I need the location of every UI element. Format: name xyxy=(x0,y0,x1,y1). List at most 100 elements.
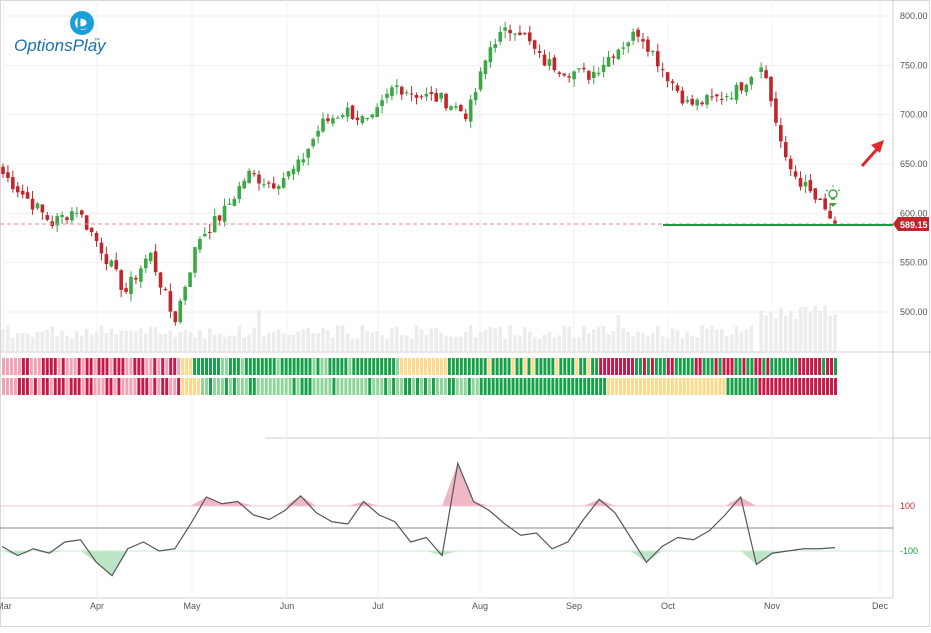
signal-strip-cell xyxy=(435,358,439,375)
signal-strip-cell xyxy=(165,358,169,375)
volume-bar xyxy=(542,334,547,351)
signal-strip-cell xyxy=(634,358,638,375)
volume-bar xyxy=(380,334,384,351)
signal-strip-cell xyxy=(117,378,121,395)
signal-strip-cell xyxy=(145,358,149,375)
signal-strip-cell xyxy=(782,378,786,395)
volume-bar xyxy=(833,314,837,351)
signal-strip-cell xyxy=(121,378,125,395)
volume-bar xyxy=(70,338,74,351)
signal-strip-cell xyxy=(232,378,236,395)
signal-strip-cell xyxy=(61,378,65,395)
signal-strip-cell xyxy=(818,378,822,395)
signal-strip-cell xyxy=(623,358,627,375)
signal-strip-cell xyxy=(304,378,308,395)
volume-bar xyxy=(203,338,207,351)
candle-body xyxy=(788,158,793,170)
candle-body xyxy=(124,288,128,292)
signal-strip-cell xyxy=(157,358,161,375)
signal-strip-cell xyxy=(57,358,61,375)
signal-strip-cell xyxy=(539,358,543,375)
signal-strip-cell xyxy=(563,358,567,375)
candlesticks xyxy=(1,21,837,326)
signal-strip-cell xyxy=(300,378,304,395)
signal-strip-cell xyxy=(29,378,33,395)
candle-body xyxy=(577,68,581,70)
signal-strip-cell xyxy=(762,358,766,375)
candle-body xyxy=(616,49,621,60)
signal-strip-cell xyxy=(551,378,555,395)
signal-strip-cell xyxy=(260,378,264,395)
signal-strip-cell xyxy=(515,358,519,375)
signal-strip-cell xyxy=(89,378,93,395)
volume-bar xyxy=(104,333,109,351)
signal-strip-cell xyxy=(670,358,674,375)
signal-strip-cell xyxy=(153,378,157,395)
signal-strip-cell xyxy=(607,378,611,395)
signal-strip-cell xyxy=(575,358,579,375)
signal-strip-cell xyxy=(754,378,758,395)
candle-body xyxy=(591,71,596,79)
signal-strip-cell xyxy=(511,358,515,375)
volume-bar xyxy=(621,328,626,351)
signal-strip-cell xyxy=(758,378,762,395)
candle-body xyxy=(724,96,729,98)
candle-body xyxy=(252,173,256,175)
signal-strip-cell xyxy=(674,358,678,375)
volume-bar xyxy=(611,331,616,351)
volume-bar xyxy=(483,329,488,351)
signal-strip-cell xyxy=(17,378,21,395)
signal-strip-cell xyxy=(706,358,710,375)
signal-strip-cell xyxy=(109,378,113,395)
volume-bar xyxy=(168,330,173,351)
candle-body xyxy=(715,94,719,97)
signal-strip-cell xyxy=(714,378,718,395)
volume-bar xyxy=(212,334,217,351)
signal-strip-cell xyxy=(742,378,746,395)
signal-strip-cell xyxy=(61,358,65,375)
volume-bar xyxy=(335,325,340,351)
signal-strip-cell xyxy=(463,378,467,395)
candle-body xyxy=(424,93,429,97)
signal-strip-cell xyxy=(758,358,762,375)
candle-body xyxy=(404,92,409,94)
volume-bar xyxy=(178,331,183,351)
candle-body xyxy=(188,272,192,288)
volume-bar xyxy=(286,335,291,351)
candle-body xyxy=(203,233,207,237)
candle-body xyxy=(818,198,823,201)
signal-strip-cell xyxy=(49,378,53,395)
candle-body xyxy=(459,105,463,112)
candle-body xyxy=(488,47,493,63)
candle-body xyxy=(572,71,576,80)
signal-strip-cell xyxy=(471,378,475,395)
signal-strip-cell xyxy=(682,378,686,395)
volume-bar xyxy=(134,331,138,351)
volume-bar xyxy=(262,335,266,351)
signal-strip-cell xyxy=(69,378,73,395)
volume-bar xyxy=(700,325,704,351)
candle-body xyxy=(326,118,330,122)
signal-strip-cell xyxy=(615,358,619,375)
signal-strip-cell xyxy=(177,378,181,395)
candle-body xyxy=(473,92,478,101)
signal-strip-cell xyxy=(543,358,547,375)
signal-strip-cell xyxy=(611,378,615,395)
signal-strip-cell xyxy=(682,358,686,375)
signal-strip-cell xyxy=(388,378,392,395)
signal-strip-cell xyxy=(201,358,205,375)
signal-strip-cell xyxy=(559,378,563,395)
volume-bar xyxy=(414,325,419,351)
signal-strip-cell xyxy=(662,358,666,375)
signal-strip-cell xyxy=(177,358,181,375)
signal-strip-cell xyxy=(81,378,85,395)
candle-body xyxy=(375,107,379,117)
signal-strip-cell xyxy=(368,378,372,395)
volume-bar xyxy=(729,334,734,351)
volume-bar xyxy=(45,329,50,351)
candle-body xyxy=(596,72,601,75)
signal-strip-cell xyxy=(264,378,268,395)
volume-bar xyxy=(267,332,271,351)
signal-strip-cell xyxy=(455,358,459,375)
